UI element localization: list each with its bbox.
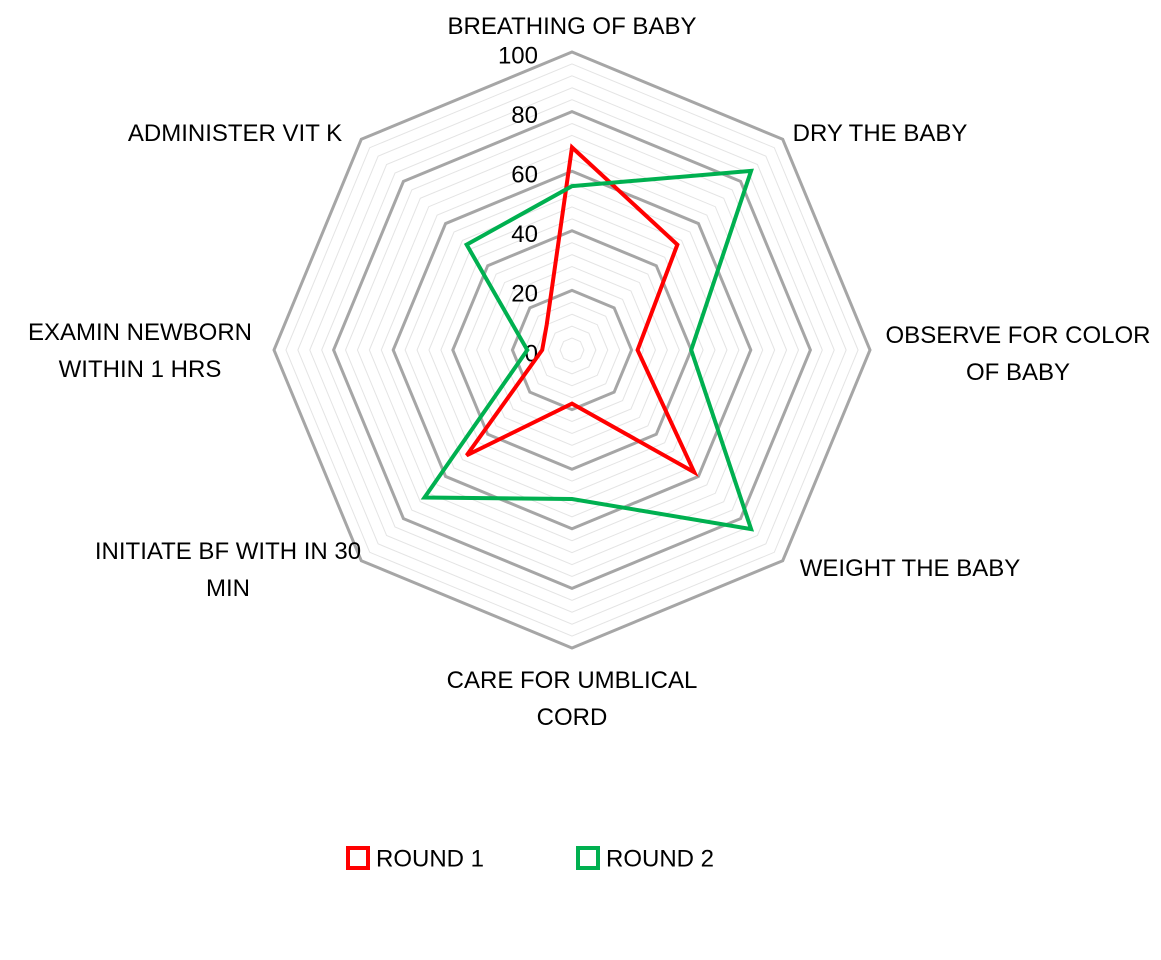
minor-grid <box>559 337 585 363</box>
grid-line <box>272 50 872 650</box>
grid-line <box>391 169 753 531</box>
minor-grid <box>285 63 859 637</box>
minor-grid <box>356 134 788 566</box>
tick-label: 20 <box>511 281 538 308</box>
minor-grid <box>428 206 716 494</box>
series-line <box>465 143 699 477</box>
legend-swatch <box>576 846 600 870</box>
legend-label: ROUND 1 <box>376 845 484 872</box>
minor-grid <box>440 218 704 482</box>
category-label: ADMINISTER VIT K <box>127 120 343 147</box>
minor-grid <box>476 254 668 446</box>
minor-grid <box>547 325 597 375</box>
minor-grid <box>368 146 776 554</box>
minor-grid <box>380 158 764 542</box>
tick-label: 100 <box>498 42 538 69</box>
minor-grid <box>309 87 835 613</box>
category-label: DRY THE BABY <box>792 120 968 147</box>
minor-grid <box>344 122 800 578</box>
minor-grid <box>297 75 847 625</box>
tick-label: 60 <box>511 162 538 189</box>
legend-swatch <box>346 846 370 870</box>
legend-label: ROUND 2 <box>606 845 714 872</box>
minor-grid <box>499 277 645 423</box>
category-label: INITIATE BF WITH IN 30 MIN <box>94 538 362 602</box>
tick-label: 80 <box>511 102 538 129</box>
grid-line <box>451 229 693 471</box>
category-label: CARE FOR UMBLICAL CORD <box>446 667 698 731</box>
tick-label: 40 <box>511 221 538 248</box>
category-label: EXAMIN NEWBORN WITHIN 1 HRS <box>27 319 252 383</box>
category-label: OBSERVE FOR COLOR OF BABY <box>885 322 1151 386</box>
series-line <box>420 168 755 532</box>
category-label: BREATHING OF BABY <box>447 13 697 40</box>
minor-grid <box>404 182 740 518</box>
minor-grid <box>321 99 823 601</box>
grid-line <box>331 109 813 591</box>
minor-grid <box>464 242 680 458</box>
minor-grid <box>416 194 728 506</box>
minor-grid <box>523 301 621 399</box>
category-label: WEIGHT THE BABY <box>799 555 1021 582</box>
grid-line <box>510 288 634 412</box>
